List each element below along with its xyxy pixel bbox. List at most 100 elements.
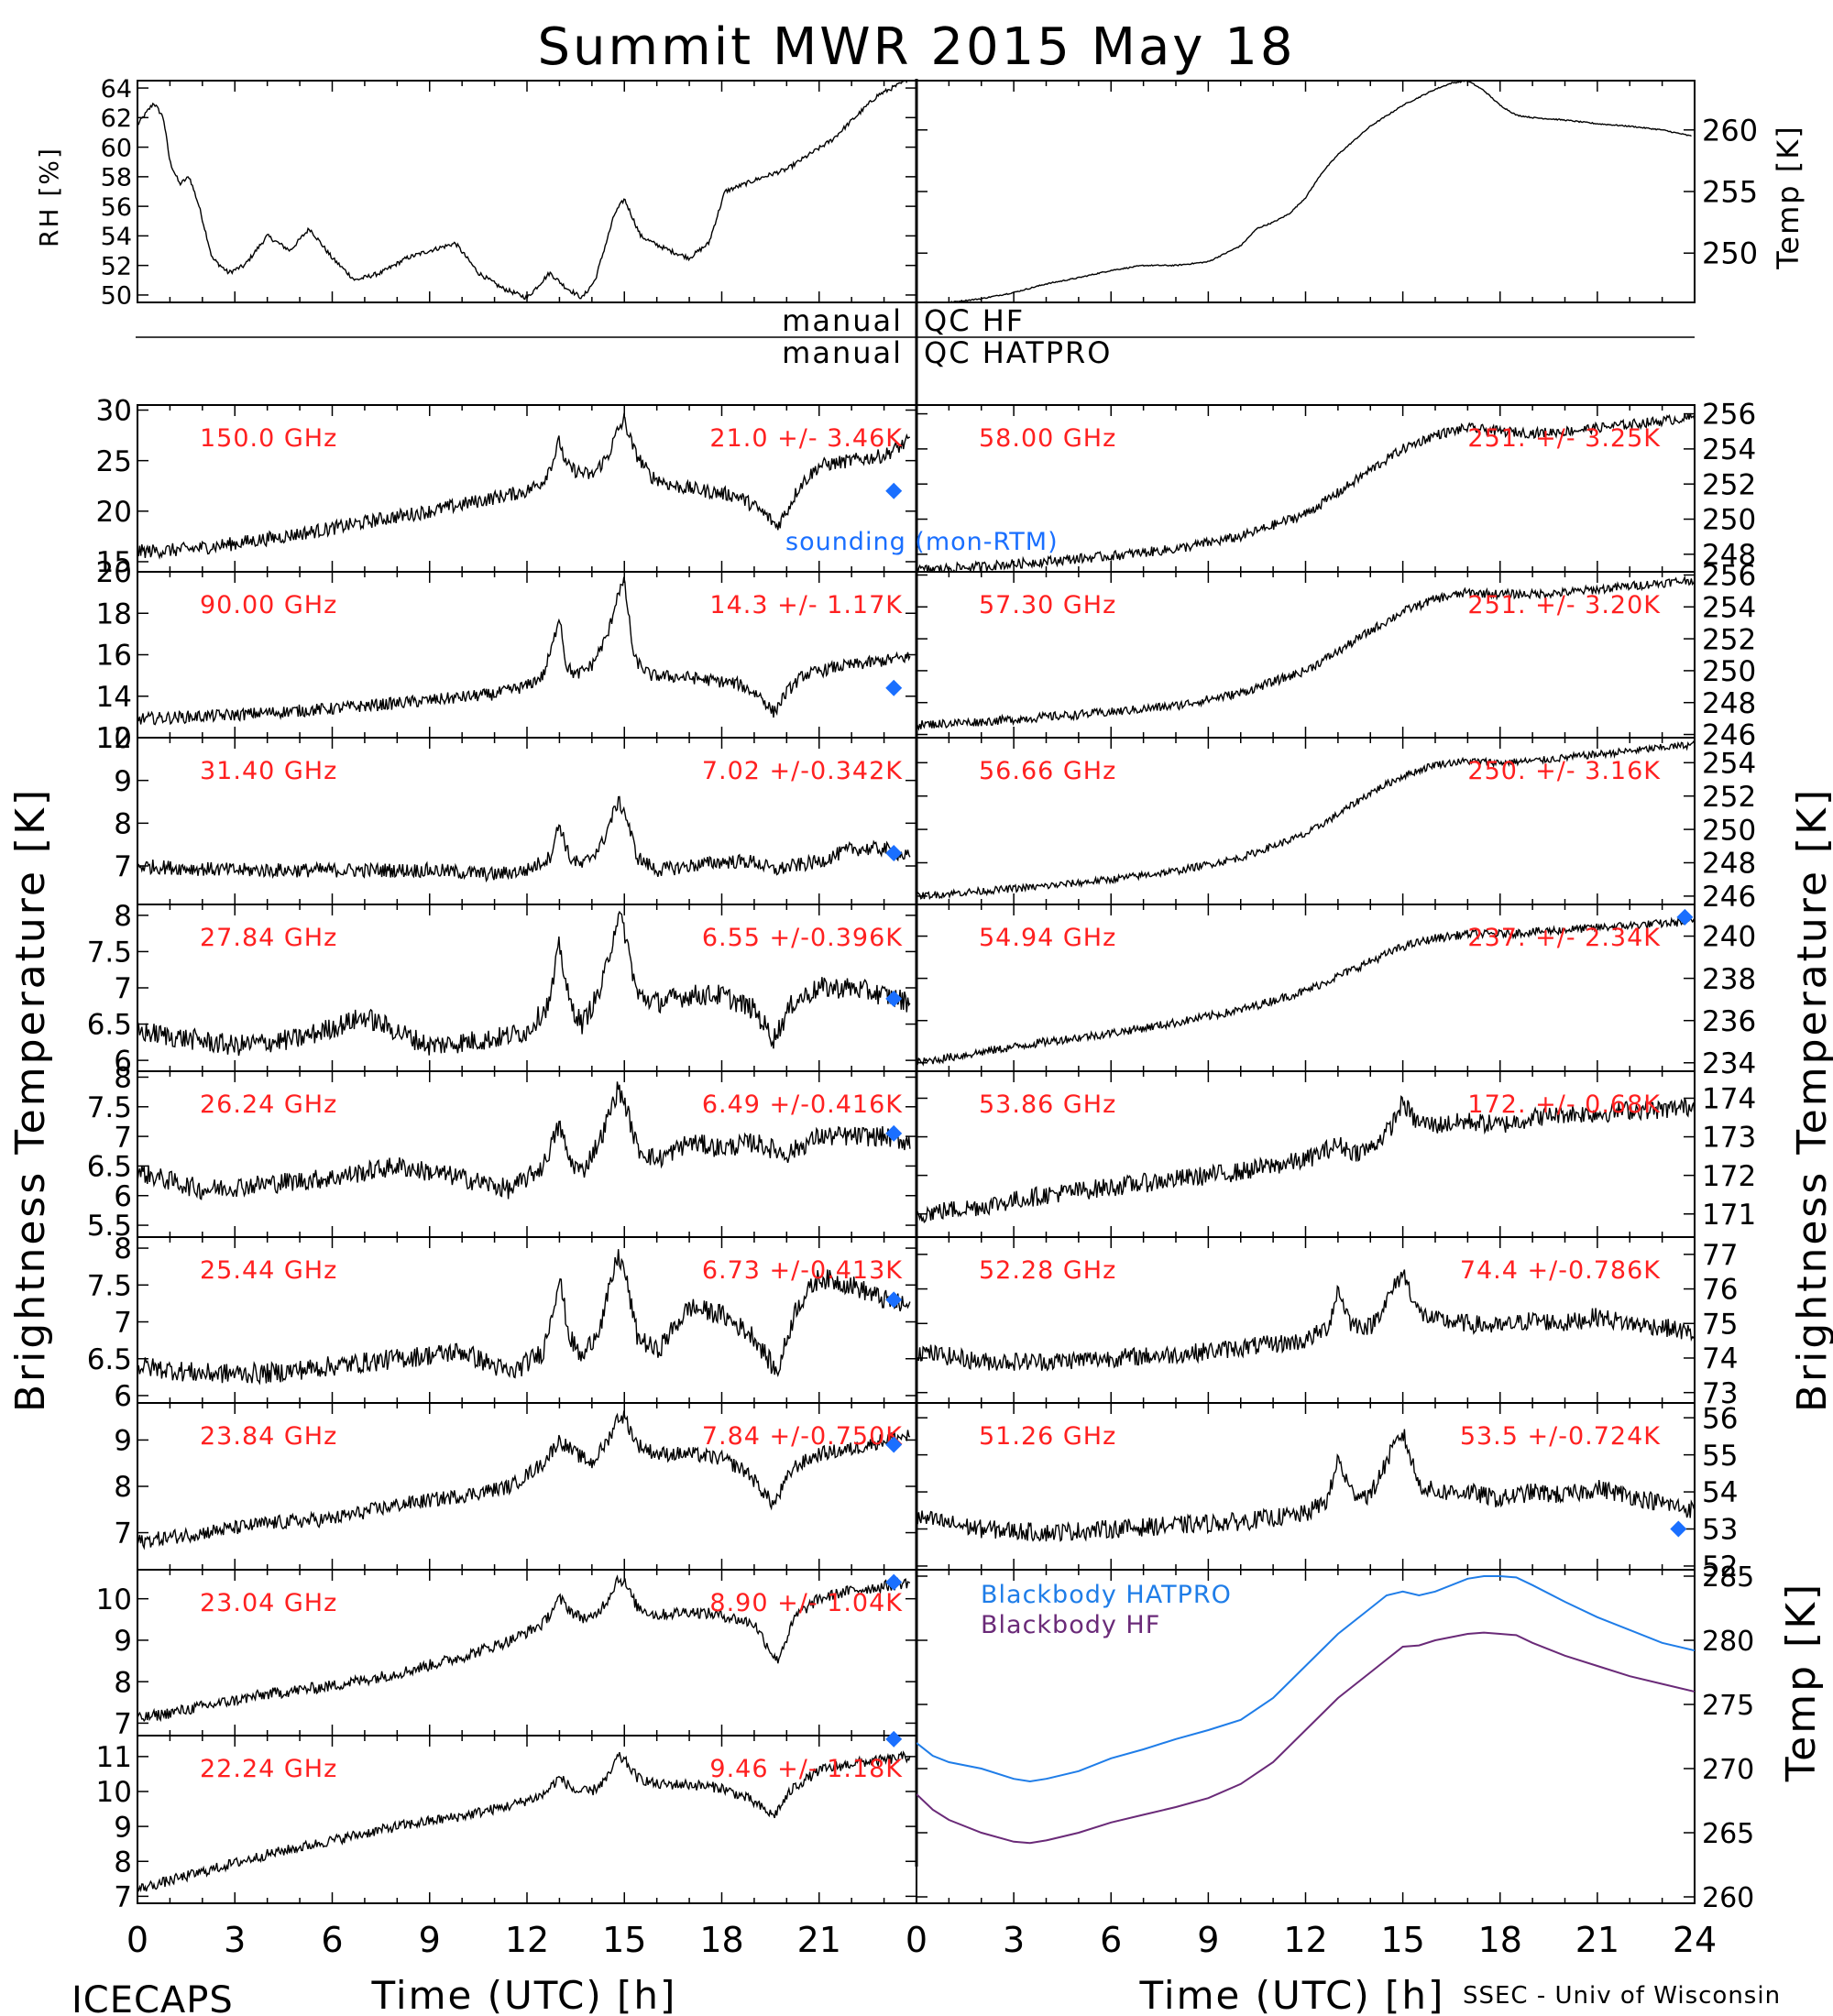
x-tick-label-right: 15 — [1380, 1920, 1424, 1960]
p5730-freq-label: 57.30 GHz — [979, 591, 1116, 619]
p2624-series-0 — [137, 1081, 911, 1200]
p2544-ytick-label: 7.5 — [87, 1269, 132, 1302]
p2224-sounding-marker — [885, 1730, 903, 1748]
p5800-ytick-label: 254 — [1702, 433, 1756, 466]
p2384-ytick-label: 8 — [114, 1471, 132, 1504]
temp-ytick-label: 260 — [1702, 113, 1758, 148]
p150-sounding-marker — [885, 482, 903, 499]
p5800-ytick-label: 252 — [1702, 468, 1756, 501]
x-tick-label-left: 12 — [505, 1920, 549, 1960]
p5666-series-0 — [916, 740, 1695, 901]
p2224-ytick-label: 7 — [114, 1881, 132, 1914]
p2624-ytick-label: 8 — [114, 1062, 132, 1095]
p2544-stats-label: 6.73 +/-0.413K — [702, 1256, 903, 1285]
x-tick-label-left: 6 — [321, 1920, 343, 1960]
p2384-ytick-label: 9 — [114, 1425, 132, 1458]
p2304-ytick-label: 7 — [114, 1708, 132, 1741]
p3140-freq-label: 31.40 GHz — [200, 757, 337, 785]
p3140-ytick-label: 7 — [114, 850, 132, 883]
p5126-ytick-label: 53 — [1702, 1514, 1738, 1547]
p150-freq-label: 150.0 GHz — [200, 424, 337, 453]
x-tick-label-right: 9 — [1197, 1920, 1219, 1960]
footer-left: ICECAPS — [71, 1979, 234, 2016]
rh-ytick-label: 60 — [101, 134, 132, 162]
p90-sounding-marker — [885, 679, 903, 696]
p90-ytick-label: 12 — [96, 722, 132, 755]
p5666-ytick-label: 254 — [1702, 747, 1756, 780]
p5494-series-0 — [916, 916, 1695, 1068]
temp-series-0 — [916, 81, 1692, 302]
p3140-ytick-label: 8 — [114, 807, 132, 840]
p2784-stats-label: 6.55 +/-0.396K — [702, 924, 903, 952]
p5800-ytick-label: 256 — [1702, 399, 1756, 432]
p2624-ytick-label: 7.5 — [87, 1091, 132, 1124]
p2224-ytick-label: 10 — [96, 1776, 132, 1809]
qc-hf-manual-label: manual — [782, 303, 903, 338]
p3140-ytick-label: 10 — [96, 722, 132, 755]
temp-ytick-label: 250 — [1702, 236, 1758, 271]
bb-temp-ylabel: Temp [K] — [1778, 1582, 1825, 1782]
p2624-ytick-label: 6 — [114, 1180, 132, 1213]
x-axis-label-left: Time (UTC) [h] — [371, 1973, 677, 2016]
p2784-series-0 — [137, 910, 911, 1057]
p2544-freq-label: 25.44 GHz — [200, 1256, 337, 1285]
bb-ytick-label: 285 — [1702, 1561, 1754, 1594]
bb-series-0 — [916, 1575, 1695, 1783]
x-tick-label-left: 15 — [602, 1920, 646, 1960]
x-tick-label-right: 21 — [1575, 1920, 1619, 1960]
p3140-series-0 — [137, 795, 911, 883]
p2544-sounding-marker — [885, 1291, 903, 1309]
rh-ytick-label: 52 — [101, 252, 132, 280]
p90-series-0 — [137, 576, 911, 726]
x-tick-label-left: 18 — [699, 1920, 743, 1960]
p2784-ytick-label: 7.5 — [87, 937, 132, 970]
p5494-sounding-marker — [1676, 908, 1694, 926]
p5666-ytick-label: 248 — [1702, 848, 1756, 881]
rh-ylabel: RH [%] — [34, 147, 64, 247]
qc-hatpro-label: QC HATPRO — [924, 335, 1112, 370]
p5730-ytick-label: 250 — [1702, 655, 1756, 688]
right-shared-ylabel: Brightness Temperature [K] — [1789, 787, 1833, 1412]
rh-ytick-label: 50 — [101, 282, 132, 311]
p2784-ytick-label: 8 — [114, 900, 132, 933]
p2784-ytick-label: 7 — [114, 972, 132, 1005]
x-tick-label-right: 6 — [1100, 1920, 1122, 1960]
qc-strip: manual QC HF manual QC HATPRO — [136, 303, 1695, 370]
figure-title: Summit MWR 2015 May 18 — [537, 17, 1295, 77]
p5800-ytick-label: 248 — [1702, 539, 1756, 572]
rh-series-0 — [137, 81, 908, 301]
p150-series-0 — [137, 412, 911, 560]
temp-ylabel: Temp [K] — [1771, 125, 1806, 269]
p3140-stats-label: 7.02 +/-0.342K — [702, 757, 903, 785]
p90-ytick-label: 18 — [96, 597, 132, 630]
p5228-ytick-label: 73 — [1702, 1377, 1738, 1410]
p2224-ytick-label: 9 — [114, 1811, 132, 1844]
p2224-stats-label: 9.46 +/- 1.18K — [709, 1755, 903, 1783]
p5386-ytick-label: 171 — [1702, 1199, 1756, 1232]
p2544-ytick-label: 8 — [114, 1233, 132, 1265]
p5800-freq-label: 58.00 GHz — [979, 424, 1116, 453]
p2544-ytick-label: 7 — [114, 1307, 132, 1340]
p5666-ytick-label: 246 — [1702, 881, 1756, 914]
p2624-sounding-marker — [885, 1124, 903, 1142]
x-axis-label-right: Time (UTC) [h] — [1139, 1973, 1445, 2016]
p5666-ytick-label: 252 — [1702, 781, 1756, 814]
p5494-ytick-label: 240 — [1702, 921, 1756, 954]
bb-ytick-label: 270 — [1702, 1754, 1754, 1786]
p5730-ytick-label: 246 — [1702, 719, 1756, 752]
p150-ytick-label: 20 — [96, 496, 132, 529]
p5800-ytick-label: 250 — [1702, 504, 1756, 537]
p2624-freq-label: 26.24 GHz — [200, 1090, 337, 1119]
p2304-sounding-marker — [885, 1573, 903, 1591]
x-tick-label-left: 21 — [797, 1920, 841, 1960]
p5126-stats-label: 53.5 +/-0.724K — [1460, 1422, 1661, 1451]
p2304-ytick-label: 10 — [96, 1583, 132, 1616]
p150-ytick-label: 15 — [96, 546, 132, 579]
p3140-sounding-marker — [885, 845, 903, 861]
p5228-series-0 — [916, 1269, 1695, 1372]
p3140-ytick-label: 9 — [114, 765, 132, 798]
p90-ytick-label: 20 — [96, 556, 132, 589]
x-tick-label-right: 24 — [1673, 1920, 1717, 1960]
p5494-freq-label: 54.94 GHz — [979, 924, 1116, 952]
p2224-ytick-label: 8 — [114, 1846, 132, 1879]
